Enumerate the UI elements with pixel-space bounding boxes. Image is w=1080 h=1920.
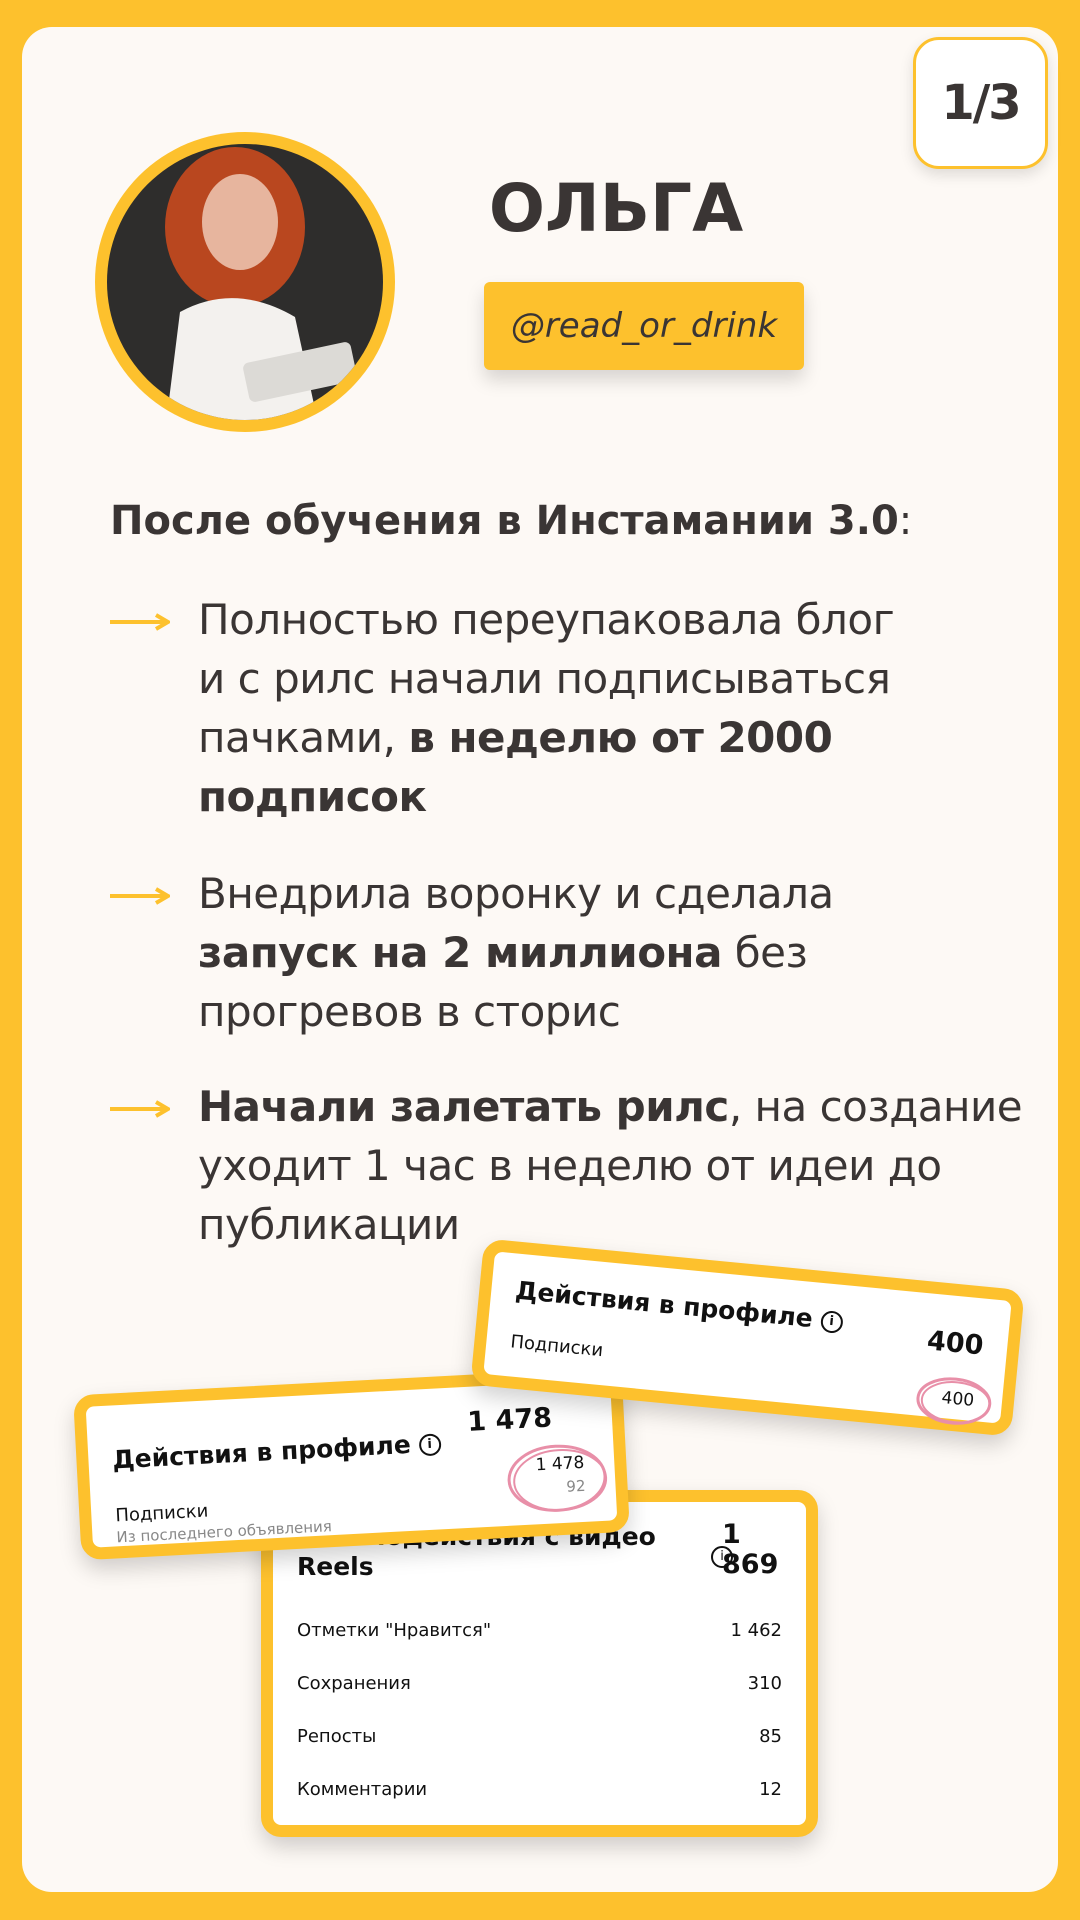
circled-sub: 92 [565,1476,586,1496]
text-segment: , на создание [728,1082,1023,1131]
text-segment: Полностью переупаковала блог [198,595,895,644]
text-segment: запуск на 2 миллиона [198,928,722,977]
intro: После обучения в Инстамании 3.0: [110,498,912,544]
card-label: Подписки [114,1500,209,1527]
bullet: Полностью переупаковала блог и с рилс нач… [198,590,895,826]
stat-label: Комментарии [297,1779,428,1800]
card-title-text: Действия в профиле [514,1275,815,1334]
text-segment: пачками, [198,713,409,762]
stat-value: 12 [759,1779,782,1800]
text-segment: После обучения в Инстамании 3.0 [110,498,899,544]
text-segment: : [898,498,913,544]
text-segment: прогревов в сторис [198,987,621,1036]
stat-row: Сохранения 310 [297,1673,782,1694]
text-segment: без [721,928,808,977]
bullet-line: пачками, в неделю от 2000 [198,708,894,767]
stat-label: Репосты [297,1726,377,1747]
bullet: Внедрила воронку и сделала запуск на 2 ми… [198,864,834,1041]
page-number: 1/3 [913,37,1048,169]
text-segment: в неделю от 2000 [408,713,833,762]
card-value: 400 [925,1325,985,1362]
bullet-line: уходит 1 час в неделю от идеи до [198,1136,1022,1195]
stat-value: 310 [747,1673,782,1694]
bullet-arrow [110,1100,170,1118]
avatar [95,132,395,432]
text-segment: подписок [198,772,427,821]
text-segment: и с рилс начали подписываться [198,654,891,703]
card-value: 1 869 [722,1519,779,1580]
bullet-line: Внедрила воронку и сделала [198,864,834,923]
name: ОЛЬГА [488,170,744,247]
bullet-arrow [110,613,170,631]
bullet: Начали залетать рилс, на создание уходит … [198,1077,1023,1254]
text-segment: Начали залетать рилс [198,1082,729,1131]
text-segment: Внедрила воронку и сделала [198,869,834,918]
circled-value: 1 478 [535,1452,585,1476]
bullet-line: прогревов в сторис [198,982,834,1041]
card-title: Действия в профиле i [112,1428,442,1474]
stat-label: Сохранения [297,1673,411,1694]
stat-row: Репосты 85 [297,1726,782,1747]
handle: @read_or_drink [484,282,804,370]
info-icon: i [703,1546,733,1568]
stat-value: 85 [759,1726,782,1747]
bullet-line: Полностью переупаковала блог [198,590,895,649]
reels-card: Взаимодействия с видео Reels i 1 869 Отм… [261,1490,818,1837]
stat-value: 1 462 [730,1620,782,1641]
pink-circle [507,1444,608,1512]
bullet-arrow [110,887,170,905]
stat-row: Отметки "Нравится" 1 462 [297,1620,782,1641]
profile-card: Действия в профиле i 400 Подписки 400 [470,1238,1025,1437]
text-segment: уходит 1 час в неделю от идеи до [198,1141,942,1190]
pink-circle [916,1377,992,1425]
bullet-line: запуск на 2 миллиона без [198,923,834,982]
profile-card: Действия в профиле i 1 478 Подписки Из по… [73,1366,630,1561]
stat-row: Комментарии 12 [297,1779,782,1800]
bullet-line: подписок [198,767,894,826]
card-label: Подписки [509,1331,605,1362]
card-value: 1 478 [466,1402,553,1438]
card-title: Действия в профиле i [514,1276,844,1336]
bullet-line: публикации [198,1195,1022,1254]
text-segment: публикации [198,1200,460,1249]
circled-value: 400 [940,1387,975,1411]
bullet-line: и с рилс начали подписываться [198,649,894,708]
stat-label: Отметки "Нравится" [297,1620,492,1641]
bullet-line: Начали залетать рилс, на создание [198,1077,1023,1136]
card-title-text: Действия в профиле [111,1429,412,1475]
